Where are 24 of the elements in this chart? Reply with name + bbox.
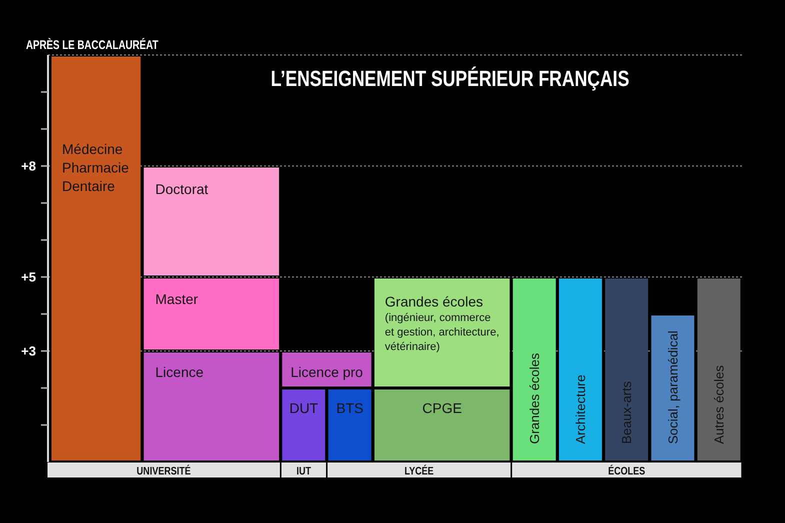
text: UNIVERSITÉ — [136, 464, 192, 478]
y-tick-label: +3 — [21, 344, 36, 359]
annotation: (ingénieur, commerce et gestion, architecture, vétérinaire) — [384, 312, 500, 354]
series-label: Architecture — [573, 374, 588, 444]
series-label: Licence — [155, 364, 204, 380]
y-axis-title: APRÈS LE BACCALAURÉAT — [26, 38, 158, 52]
series-label: Autres écoles — [711, 364, 726, 444]
series-label: Grandes écoles — [526, 352, 542, 444]
series-label: Social, paramédical — [665, 330, 680, 444]
series-label: Grandes écoles — [384, 294, 483, 310]
y-tick-label: +5 — [21, 270, 36, 285]
series-label: Médecine Pharmacie Dentaire — [62, 141, 130, 194]
series-label: DUT — [289, 400, 319, 416]
series-label: Master — [155, 291, 198, 307]
y-tick-label: +8 — [21, 158, 36, 174]
text: ÉCOLES — [608, 464, 646, 478]
series-label: BTS — [336, 400, 364, 416]
text: IUT — [296, 466, 312, 478]
series-label: Doctorat — [155, 181, 208, 197]
series-label: Beaux-arts — [619, 380, 634, 444]
text: LYCÉE — [404, 464, 434, 478]
series-label: Licence pro — [290, 364, 364, 380]
series-label: CPGE — [422, 400, 462, 416]
text: L’ENSEIGNEMENT SUPÉRIEUR FRANÇAIS — [270, 66, 630, 92]
